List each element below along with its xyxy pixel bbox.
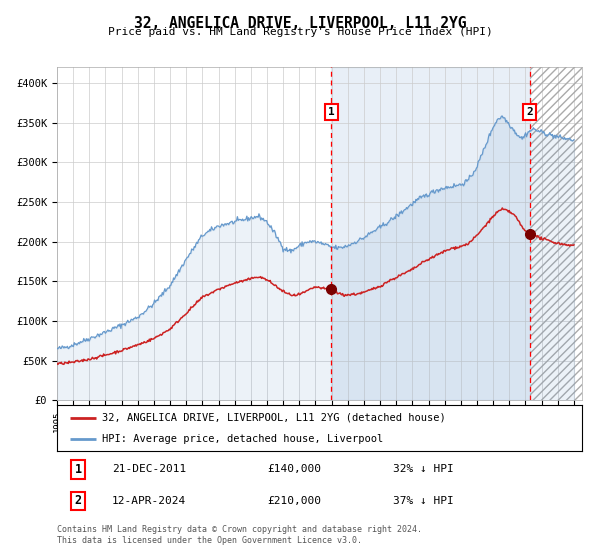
- Text: 37% ↓ HPI: 37% ↓ HPI: [393, 496, 454, 506]
- Text: 32% ↓ HPI: 32% ↓ HPI: [393, 464, 454, 474]
- Text: 12-APR-2024: 12-APR-2024: [112, 496, 187, 506]
- Text: 21-DEC-2011: 21-DEC-2011: [112, 464, 187, 474]
- Text: HPI: Average price, detached house, Liverpool: HPI: Average price, detached house, Live…: [101, 435, 383, 444]
- Text: 2: 2: [527, 107, 533, 117]
- Text: 1: 1: [74, 463, 82, 476]
- Bar: [530, 67, 582, 400]
- Text: Price paid vs. HM Land Registry's House Price Index (HPI): Price paid vs. HM Land Registry's House …: [107, 27, 493, 37]
- Text: 32, ANGELICA DRIVE, LIVERPOOL, L11 2YG: 32, ANGELICA DRIVE, LIVERPOOL, L11 2YG: [134, 16, 466, 31]
- Text: £210,000: £210,000: [267, 496, 321, 506]
- Text: Contains HM Land Registry data © Crown copyright and database right 2024.
This d: Contains HM Land Registry data © Crown c…: [57, 525, 422, 545]
- Bar: [331, 67, 530, 400]
- Text: 1: 1: [328, 107, 335, 117]
- Text: 2: 2: [74, 494, 82, 507]
- Text: 32, ANGELICA DRIVE, LIVERPOOL, L11 2YG (detached house): 32, ANGELICA DRIVE, LIVERPOOL, L11 2YG (…: [101, 413, 445, 423]
- Text: £140,000: £140,000: [267, 464, 321, 474]
